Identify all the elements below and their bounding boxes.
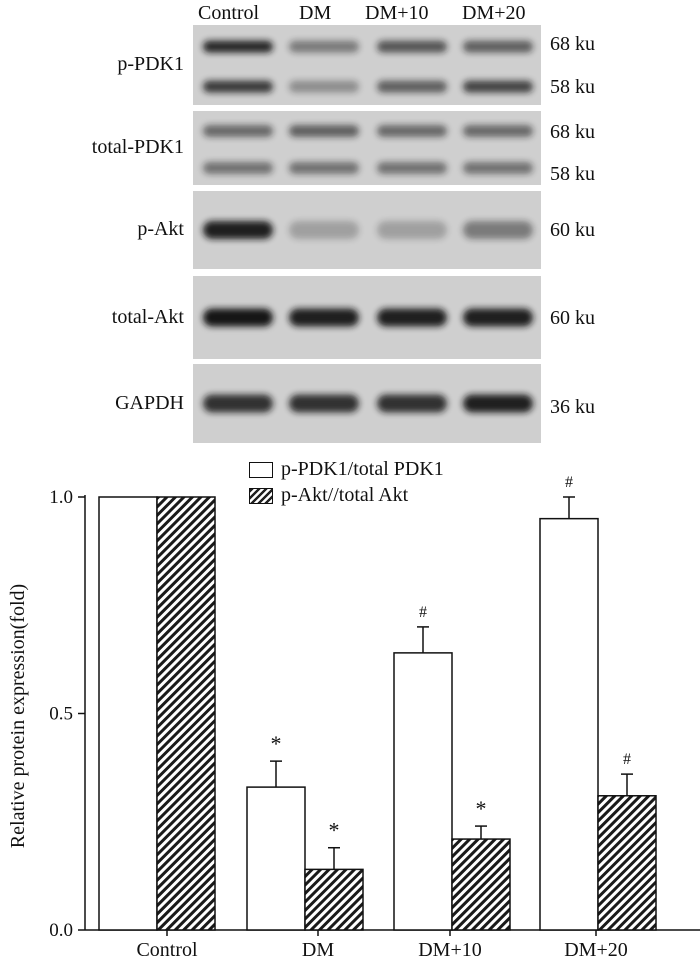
legend-item-series-2: p-Akt//total Akt: [249, 484, 408, 507]
significance-mark: *: [329, 818, 340, 843]
lane-label-dm20: DM+20: [462, 2, 526, 24]
blot-band: [463, 394, 533, 413]
bar-akt: [156, 496, 216, 931]
blot-band: [203, 161, 273, 174]
y-axis-label: Relative protein expression(fold): [7, 584, 29, 848]
blot-band: [203, 124, 273, 137]
blot-image: [193, 111, 541, 185]
significance-mark: #: [565, 474, 573, 491]
blot-band: [203, 394, 273, 413]
y-tick-label: 1.0: [49, 487, 73, 508]
blot-band: [289, 124, 359, 137]
bar-pdk1: [393, 652, 453, 931]
blot-size-label: 58 ku: [550, 163, 595, 185]
blot-band: [289, 161, 359, 174]
blot-band: [289, 80, 359, 93]
x-tick-label: DM+20: [564, 939, 628, 958]
blot-band: [377, 394, 447, 413]
bar-pdk1: [539, 517, 599, 931]
blot-band: [289, 221, 359, 239]
blot-band: [463, 221, 533, 239]
blot-label-4: total-Akt: [111, 305, 184, 328]
blot-band: [463, 124, 533, 137]
blot-size-label: 58 ku: [550, 76, 595, 98]
blot-label-5: GAPDH: [115, 391, 184, 414]
bar-pdk1: [246, 786, 306, 931]
significance-mark: #: [419, 604, 427, 621]
legend-label-series-2: p-Akt//total Akt: [281, 484, 409, 506]
x-tick-label: DM+10: [418, 939, 482, 958]
blot-size-label: 60 ku: [550, 219, 595, 241]
blot-size-label: 60 ku: [550, 307, 595, 329]
blot-band: [203, 221, 273, 239]
blot-panel-3: [193, 191, 541, 269]
blot-band: [463, 308, 533, 327]
blot-label-1: p-PDK1: [117, 53, 184, 75]
bar-akt: [304, 868, 364, 931]
significance-mark: *: [476, 796, 487, 821]
blot-size-label: 68 ku: [550, 121, 595, 143]
blot-label-2: total-PDK1: [91, 136, 184, 158]
blot-panel-1: [193, 25, 541, 105]
blot-band: [289, 40, 359, 53]
blot-band: [377, 221, 447, 239]
blot-panel-2: [193, 111, 541, 185]
y-tick-label: 0.5: [49, 704, 73, 725]
blot-band: [377, 40, 447, 53]
significance-mark: #: [623, 751, 631, 768]
bar-pdk1: [98, 496, 158, 931]
legend-item-series-1: p-PDK1/total PDK1: [249, 458, 444, 481]
blot-band: [377, 308, 447, 327]
blot-band: [377, 80, 447, 93]
blot-image: [193, 364, 541, 443]
blot-band: [463, 40, 533, 53]
blot-band: [463, 161, 533, 174]
blot-panel-4: [193, 276, 541, 359]
significance-mark: *: [271, 731, 282, 756]
blot-band: [289, 394, 359, 413]
bar-akt: [451, 838, 511, 931]
blot-label-3: p-Akt: [137, 218, 184, 240]
blot-image: [193, 276, 541, 359]
blot-band: [203, 308, 273, 327]
blot-size-label: 68 ku: [550, 33, 595, 55]
x-tick-label: Control: [136, 939, 198, 958]
lane-label-dm: DM: [299, 2, 332, 24]
blot-image: [193, 191, 541, 269]
blot-band: [463, 80, 533, 93]
blot-band: [203, 80, 273, 93]
x-tick-label: DM: [302, 939, 334, 958]
blot-band: [377, 161, 447, 174]
bar-akt: [597, 795, 657, 931]
blot-band: [289, 308, 359, 327]
blot-image: [193, 25, 541, 105]
blot-band: [377, 124, 447, 137]
legend-swatch-hatched: [249, 487, 273, 504]
lane-label-dm10: DM+10: [365, 2, 429, 24]
blot-band: [203, 40, 273, 53]
legend-swatch-open: [249, 461, 273, 478]
legend-label-series-1: p-PDK1/total PDK1: [281, 458, 444, 480]
y-tick-label: 0.0: [49, 920, 73, 941]
blot-panel-5: [193, 364, 541, 443]
lane-label-control: Control: [198, 2, 260, 24]
blot-size-label: 36 ku: [550, 396, 595, 418]
